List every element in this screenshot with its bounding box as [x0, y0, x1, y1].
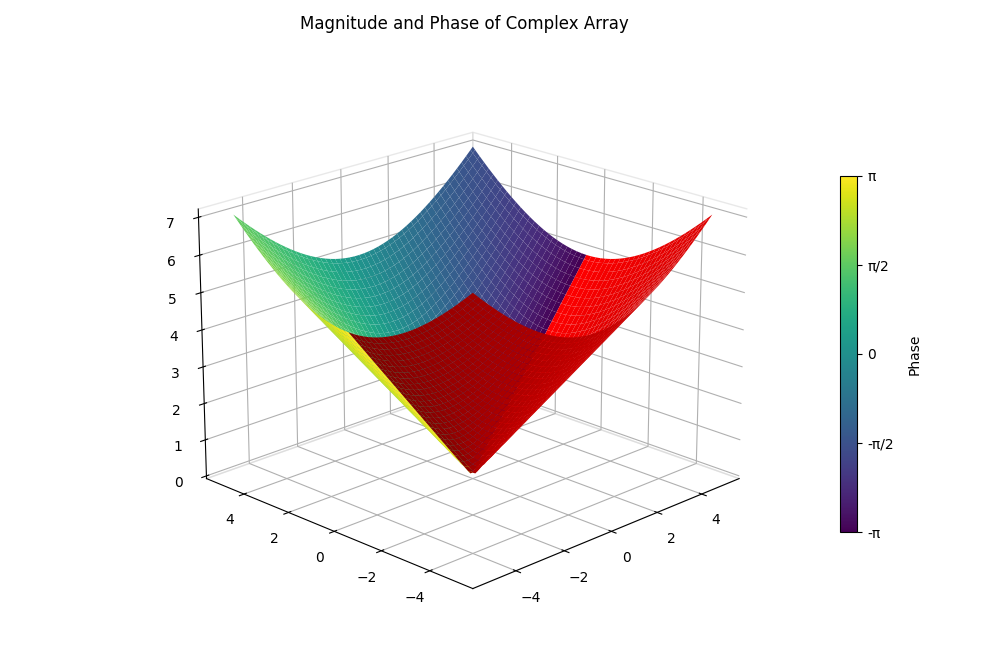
Y-axis label: Phase: Phase: [908, 333, 922, 374]
Title: Magnitude and Phase of Complex Array: Magnitude and Phase of Complex Array: [300, 15, 629, 33]
